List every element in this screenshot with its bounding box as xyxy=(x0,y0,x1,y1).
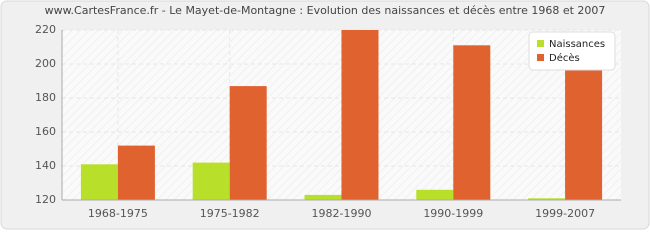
y-tick-label: 180 xyxy=(35,91,56,104)
bar xyxy=(341,30,379,200)
bar xyxy=(453,45,491,200)
y-tick-label: 140 xyxy=(35,159,56,172)
bar xyxy=(528,198,566,200)
chart-title: www.CartesFrance.fr - Le Mayet-de-Montag… xyxy=(45,4,606,17)
bar xyxy=(416,189,454,200)
legend-swatch xyxy=(537,40,544,47)
x-tick-label: 1990-1999 xyxy=(423,207,483,220)
legend-box xyxy=(528,31,616,71)
y-tick-label: 200 xyxy=(35,57,56,70)
bar xyxy=(117,145,155,200)
bar xyxy=(229,86,267,200)
x-tick-label: 1968-1975 xyxy=(88,207,148,220)
bar xyxy=(565,64,603,200)
x-tick-label: 1999-2007 xyxy=(535,207,595,220)
y-tick-label: 160 xyxy=(35,125,56,138)
legend-label: Naissances xyxy=(549,39,605,50)
chart: www.CartesFrance.fr - Le Mayet-de-Montag… xyxy=(0,0,650,230)
y-tick-label: 120 xyxy=(35,193,56,206)
x-tick-label: 1982-1990 xyxy=(312,207,372,220)
bar xyxy=(80,164,118,200)
legend-swatch xyxy=(537,54,544,61)
legend-label: Décès xyxy=(549,52,580,64)
bar xyxy=(192,162,230,200)
x-tick-label: 1975-1982 xyxy=(200,207,260,220)
bar xyxy=(304,194,342,200)
y-tick-label: 220 xyxy=(35,23,56,36)
